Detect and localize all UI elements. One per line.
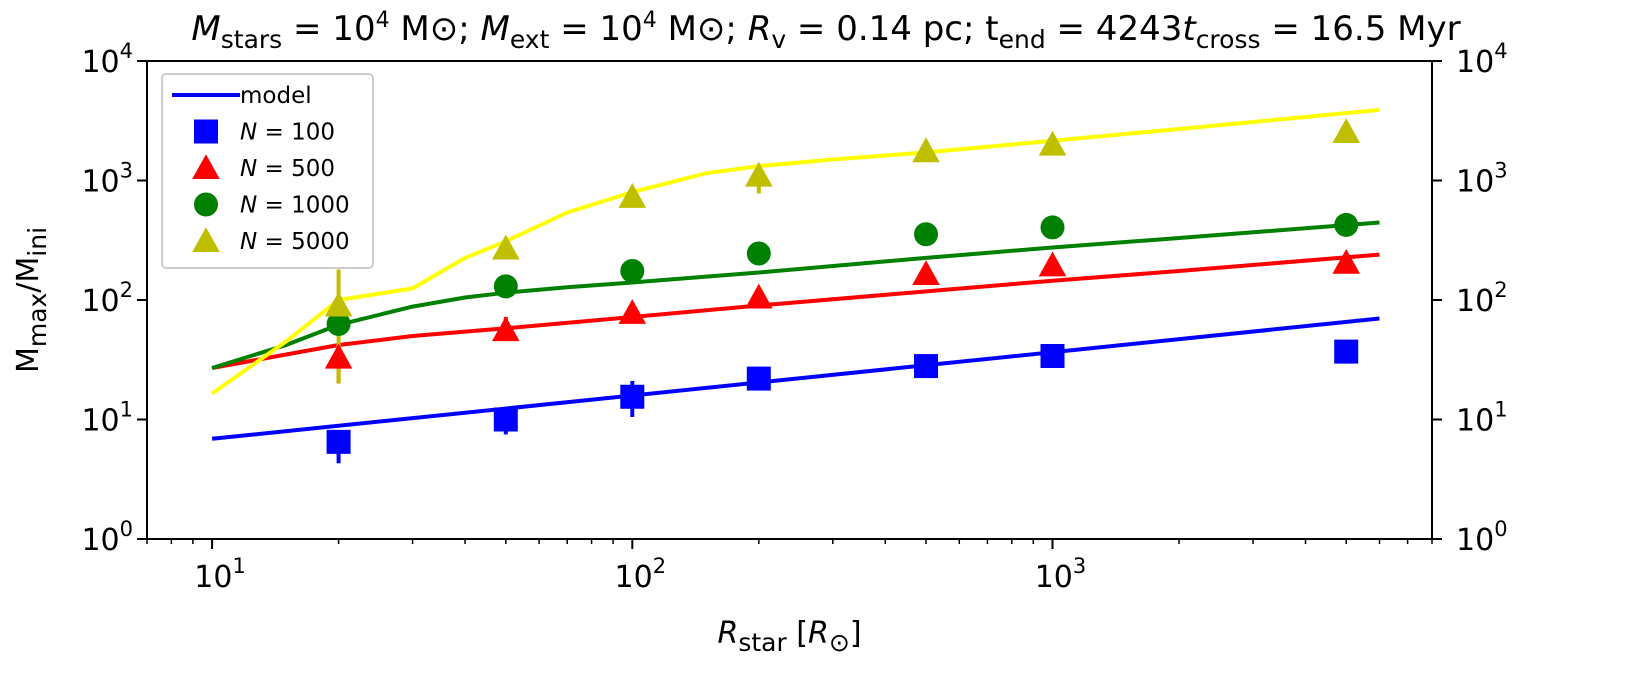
x-axis-label: Rstar [R⊙] — [717, 616, 861, 657]
data-point — [1334, 212, 1359, 237]
y-tick-label-left: 104 — [81, 39, 133, 80]
y-tick-label-left: 100 — [81, 517, 133, 558]
data-point — [1332, 118, 1361, 143]
data-point — [914, 354, 939, 379]
data-point — [912, 137, 940, 163]
data-point — [746, 366, 771, 391]
data-point — [914, 222, 939, 247]
x-tick-label: 103 — [1035, 554, 1087, 595]
data-point — [912, 260, 940, 286]
data-point — [1332, 248, 1361, 274]
x-tick-label: 101 — [194, 554, 246, 595]
model-line — [211, 316, 1380, 441]
data-point — [324, 343, 353, 369]
chart-title: Mstars = 104 M⊙; Mext = 104 M⊙; Rv = 0.1… — [191, 8, 1460, 54]
data-point — [620, 384, 645, 409]
data-point — [744, 161, 773, 187]
data-point — [324, 291, 353, 317]
y-tick-label-right: 102 — [1456, 278, 1508, 319]
y-tick-label-left: 102 — [81, 278, 133, 319]
legend-marker — [194, 119, 218, 144]
data-point — [618, 299, 647, 324]
legend-label: N = 500 — [240, 156, 335, 182]
data-point — [1040, 215, 1065, 240]
y-tick-label-right: 101 — [1456, 398, 1508, 439]
legend-marker — [194, 192, 218, 217]
legend-label: model — [240, 83, 312, 109]
axis-ticks: 101 102 103 100 100 101 101 102 102 103 103 104 104 — [81, 39, 1507, 595]
data-point — [493, 274, 518, 299]
data-points — [324, 118, 1361, 454]
x-tick-label: 102 — [615, 554, 667, 595]
data-point — [1040, 343, 1065, 368]
data-point — [492, 234, 520, 260]
legend-label: N = 5000 — [240, 229, 350, 255]
model-line — [211, 220, 1380, 370]
data-point — [620, 258, 645, 283]
model-lines — [210, 107, 1380, 441]
y-axis-label: Mmax/Mini — [11, 227, 52, 373]
legend: model N = 100 N = 500 N = 1000 N = 5000 — [161, 73, 374, 269]
model-line — [210, 107, 1380, 396]
legend-marker — [192, 227, 220, 253]
legend-label: N = 1000 — [240, 193, 350, 219]
data-point — [618, 183, 647, 208]
data-point — [1038, 251, 1067, 277]
y-tick-label-right: 103 — [1456, 159, 1508, 200]
data-point — [493, 407, 518, 432]
legend-marker — [192, 154, 220, 180]
data-point — [744, 283, 773, 309]
data-point — [326, 311, 351, 336]
data-point — [492, 316, 520, 342]
data-point — [326, 429, 351, 454]
y-tick-label-right: 100 — [1456, 517, 1508, 558]
y-tick-label-left: 103 — [81, 159, 133, 200]
y-tick-label-right: 104 — [1456, 39, 1508, 80]
data-point — [746, 241, 771, 266]
legend-label: N = 100 — [240, 120, 335, 146]
data-point — [1334, 339, 1359, 364]
y-tick-label-left: 101 — [81, 398, 133, 439]
data-point — [1038, 130, 1067, 156]
